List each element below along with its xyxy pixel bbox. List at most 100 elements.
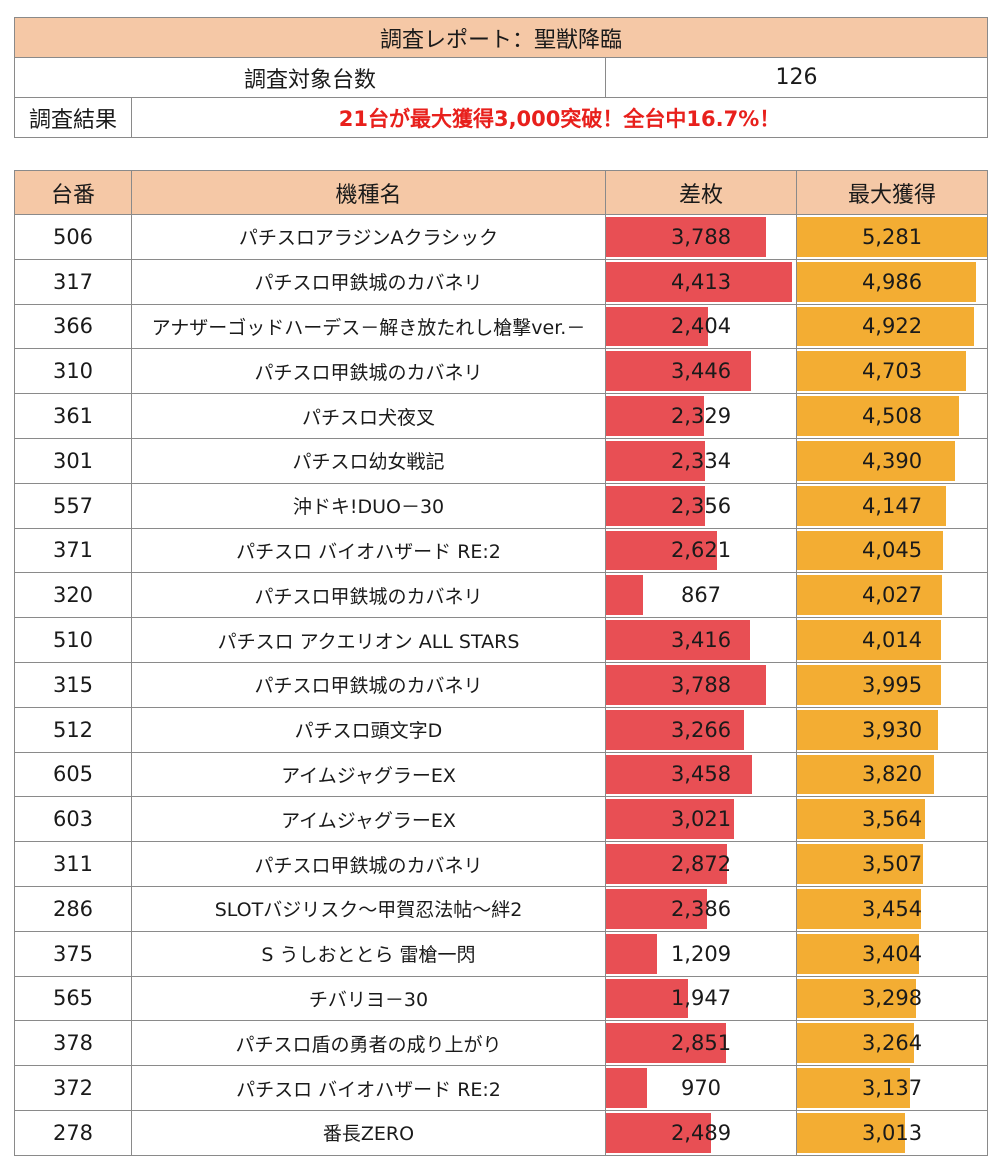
machine-no: 506 <box>14 214 132 260</box>
table-row: 361 パチスロ犬夜叉 2,329 4,508 <box>14 393 988 439</box>
max-bar <box>797 261 977 302</box>
max-cell: 3,137 <box>796 1065 988 1111</box>
diff-bar <box>606 1112 712 1153</box>
machine-no: 366 <box>14 303 132 350</box>
machine-name: SLOTバジリスク～甲賀忍法帖～絆2 <box>131 885 606 932</box>
table-row: 317 パチスロ甲鉄城のカバネリ 4,413 4,986 <box>14 258 988 305</box>
diff-bar <box>606 351 752 392</box>
max-bar <box>797 306 975 347</box>
table-row: 310 パチスロ甲鉄城のカバネリ 3,446 4,703 <box>14 348 988 395</box>
diff-value: 2,851 <box>670 1031 732 1056</box>
ranking-header-row: 台番 機種名 差枚 最大獲得 <box>14 170 988 215</box>
max-value: 3,264 <box>861 1031 923 1056</box>
diff-value: 4,413 <box>670 269 732 294</box>
max-bar <box>797 799 926 840</box>
max-cell: 3,820 <box>796 751 988 798</box>
diff-cell: 2,329 <box>605 393 797 439</box>
diff-cell: 1,947 <box>605 975 797 1022</box>
max-value: 4,014 <box>861 628 923 653</box>
machine-name: アナザーゴッドハーデス－解き放たれし槍撃ver.－ <box>131 303 606 350</box>
diff-cell: 2,334 <box>605 437 797 484</box>
diff-cell: 3,266 <box>605 706 797 753</box>
machine-name: パチスロ甲鉄城のカバネリ <box>131 841 606 887</box>
diff-bar <box>606 1023 727 1064</box>
max-bar <box>797 351 967 392</box>
diff-bar <box>606 440 705 481</box>
max-value: 4,703 <box>861 359 923 384</box>
max-value: 3,995 <box>861 672 923 697</box>
machine-name: パチスロ バイオハザード RE:2 <box>131 1065 606 1111</box>
machine-no: 320 <box>14 572 132 619</box>
max-bar <box>797 1112 906 1153</box>
result-label: 調査結果 <box>14 97 132 138</box>
diff-value: 2,872 <box>670 852 732 877</box>
table-row: 372 パチスロ バイオハザード RE:2 970 3,137 <box>14 1065 988 1111</box>
max-value: 3,507 <box>861 852 923 877</box>
max-cell: 3,930 <box>796 706 988 753</box>
max-cell: 4,147 <box>796 482 988 529</box>
max-cell: 3,507 <box>796 841 988 887</box>
max-cell: 3,564 <box>796 796 988 843</box>
units-value: 126 <box>604 57 989 98</box>
diff-bar <box>606 261 793 302</box>
diff-bar <box>606 306 708 347</box>
diff-value: 2,621 <box>670 538 732 563</box>
machine-no: 375 <box>14 930 132 977</box>
max-value: 3,404 <box>861 941 923 966</box>
table-row: 557 沖ドキ!DUO－30 2,356 4,147 <box>14 482 988 529</box>
diff-cell: 3,021 <box>605 796 797 843</box>
max-bar <box>797 1068 910 1108</box>
machine-name: S うしおととら 雷槍一閃 <box>131 930 606 977</box>
max-value: 3,137 <box>861 1076 923 1101</box>
machine-name: パチスロ アクエリオン ALL STARS <box>131 617 606 663</box>
diff-value: 1,947 <box>670 986 732 1011</box>
diff-bar <box>606 709 744 750</box>
diff-bar <box>606 978 689 1019</box>
max-cell: 3,454 <box>796 885 988 932</box>
max-cell: 4,027 <box>796 572 988 619</box>
table-row: 320 パチスロ甲鉄城のカバネリ 867 4,027 <box>14 572 988 619</box>
diff-bar <box>606 933 658 974</box>
max-value: 4,922 <box>861 314 923 339</box>
max-value: 5,281 <box>861 224 923 249</box>
max-bar <box>797 1023 915 1064</box>
table-row: 605 アイムジャグラーEX 3,458 3,820 <box>14 751 988 798</box>
max-bar <box>797 933 920 974</box>
max-bar <box>797 844 924 884</box>
max-cell: 4,986 <box>796 258 988 305</box>
diff-bar <box>606 1068 647 1108</box>
max-bar <box>797 575 942 616</box>
diff-cell: 3,788 <box>605 661 797 708</box>
table-row: 603 アイムジャグラーEX 3,021 3,564 <box>14 796 988 843</box>
diff-value: 2,489 <box>670 1120 732 1145</box>
max-bar <box>797 440 955 481</box>
header-max: 最大獲得 <box>796 170 988 215</box>
report-title: 調査レポート：聖獣降臨 <box>13 17 989 58</box>
max-value: 4,508 <box>861 404 923 429</box>
table-row: 375 S うしおととら 雷槍一閃 1,209 3,404 <box>14 930 988 977</box>
machine-name: パチスロ盾の勇者の成り上がり <box>131 1020 606 1067</box>
machine-no: 315 <box>14 661 132 708</box>
table-row: 512 パチスロ頭文字D 3,266 3,930 <box>14 706 988 753</box>
max-cell: 3,995 <box>796 661 988 708</box>
diff-bar <box>606 799 734 840</box>
max-value: 3,454 <box>861 896 923 921</box>
machine-no: 603 <box>14 796 132 843</box>
header-diff: 差枚 <box>605 170 797 215</box>
diff-value: 3,788 <box>670 224 732 249</box>
diff-cell: 4,413 <box>605 258 797 305</box>
header-machine-name: 機種名 <box>131 170 606 215</box>
diff-cell: 970 <box>605 1065 797 1111</box>
machine-name: パチスロ甲鉄城のカバネリ <box>131 661 606 708</box>
diff-value: 3,021 <box>670 807 732 832</box>
table-row: 366 アナザーゴッドハーデス－解き放たれし槍撃ver.－ 2,404 4,922 <box>14 303 988 350</box>
diff-cell: 1,209 <box>605 930 797 977</box>
machine-no: 565 <box>14 975 132 1022</box>
max-cell: 5,281 <box>796 214 988 260</box>
diff-value: 2,329 <box>670 404 732 429</box>
diff-bar <box>606 888 707 929</box>
machine-no: 557 <box>14 482 132 529</box>
machine-no: 317 <box>14 258 132 305</box>
table-row: 278 番長ZERO 2,489 3,013 <box>14 1109 988 1156</box>
diff-value: 2,404 <box>670 314 732 339</box>
